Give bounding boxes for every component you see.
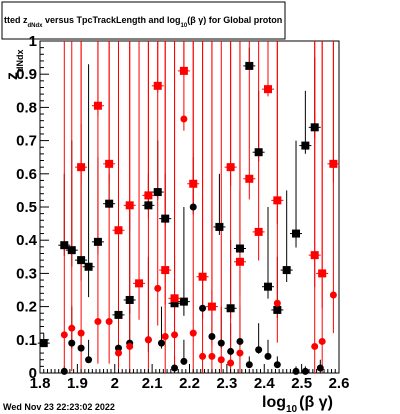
marker-circle-red-14	[144, 336, 152, 344]
marker-circle-red-5	[94, 318, 102, 326]
marker-circle-black-24	[189, 203, 197, 211]
x-tick-label-8: 2.6	[329, 375, 350, 392]
y-tick-label-9: 0.9	[16, 66, 37, 83]
marker-circle-black-36	[255, 346, 263, 354]
marker-circle-red-11	[126, 342, 134, 350]
marker-circle-black-21	[171, 364, 179, 372]
y-tick-label-8: 0.8	[16, 99, 37, 116]
x-tick-label-4: 2.2	[179, 375, 200, 392]
marker-circle-red-1	[68, 324, 76, 332]
error-bars	[43, 41, 334, 373]
marker-circle-red-24	[189, 329, 197, 337]
marker-circle-red-42	[318, 337, 326, 345]
marker-circle-red-22	[180, 115, 188, 123]
marker-circle-black-40	[273, 361, 281, 369]
axis-ticks	[39, 40, 340, 374]
marker-circle-red-20	[171, 331, 179, 339]
date-stamp: Wed Nov 23 22:23:02 2022	[3, 402, 115, 412]
marker-circle-red-28	[208, 352, 216, 360]
marker-circle-black-47	[316, 364, 324, 372]
x-tick-label-0: 1.8	[30, 375, 51, 392]
axis-tick-labels: 0 0.1 0.2 0.3 0.4 0.5 0.6 0.7 0.8 0.9 1 1.8 1.9 2 2.1 2…	[16, 33, 349, 392]
marker-circle-black-28	[217, 339, 225, 347]
marker-circle-black-8	[85, 356, 93, 364]
y-tick-label-0: 0	[29, 365, 37, 382]
y-tick-label-10: 1	[29, 33, 37, 50]
marker-circle-black-4	[68, 339, 76, 347]
y-tick-label-2: 0.2	[16, 299, 37, 316]
marker-circle-red-7	[105, 318, 113, 326]
data-markers	[37, 61, 340, 375]
chart-title: tted zdNdx versus TpcTrackLength and log…	[4, 15, 282, 29]
x-axis-title: log10 (β γ)	[262, 394, 333, 414]
marker-circle-black-38	[264, 352, 272, 360]
plot-frame	[39, 40, 340, 374]
marker-circle-black-26	[208, 332, 216, 340]
x-tick-label-1: 1.9	[67, 375, 88, 392]
x-tick-label-5: 2.3	[216, 375, 237, 392]
marker-circle-red-18	[161, 332, 169, 340]
marker-circle-black-2	[60, 367, 68, 375]
marker-circle-black-30	[227, 347, 235, 355]
x-tick-label-6: 2.4	[254, 375, 276, 392]
y-tick-label-5: 0.5	[16, 199, 37, 216]
y-tick-label-7: 0.7	[16, 133, 37, 150]
y-tick-label-1: 0.1	[16, 332, 37, 349]
marker-circle-red-29	[217, 356, 225, 364]
y-tick-label-3: 0.3	[16, 265, 37, 282]
marker-circle-black-32	[236, 337, 244, 345]
y-axis-title: zdNdx	[4, 50, 25, 81]
marker-circle-black-25	[199, 304, 207, 312]
marker-circle-black-34	[245, 361, 253, 369]
marker-circle-black-6	[77, 344, 85, 352]
marker-circle-red-31	[227, 359, 235, 367]
x-tick-label-3: 2.1	[142, 375, 163, 392]
marker-circle-black-43	[292, 367, 300, 375]
y-tick-label-4: 0.4	[16, 232, 38, 249]
marker-circle-red-38	[273, 299, 281, 307]
marker-circle-red-33	[236, 349, 244, 357]
x-tick-label-7: 2.5	[291, 375, 312, 392]
marker-circle-red-26	[199, 352, 207, 360]
marker-circle-red-44	[329, 291, 337, 299]
marker-circle-black-23	[180, 357, 188, 365]
title-box	[1, 1, 286, 40]
marker-circle-black-12	[114, 344, 122, 352]
marker-circle-red-16	[154, 284, 162, 292]
marker-circle-red-9	[114, 349, 122, 357]
x-tick-label-2: 2	[111, 375, 119, 392]
y-tick-label-6: 0.6	[16, 166, 37, 183]
marker-circle-black-18	[157, 339, 165, 347]
marker-circle-red-40	[311, 342, 319, 350]
marker-circle-red-0	[60, 331, 68, 339]
marker-circle-red-3	[77, 329, 85, 337]
